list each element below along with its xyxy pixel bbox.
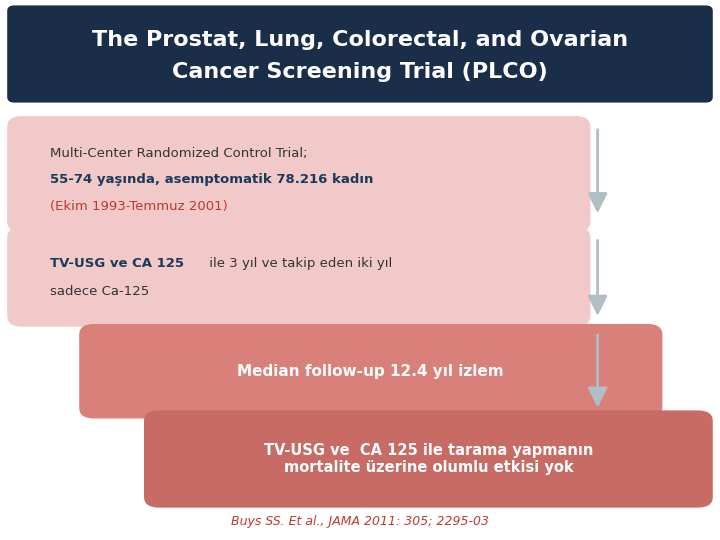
Text: Cancer Screening Trial (PLCO): Cancer Screening Trial (PLCO)	[172, 62, 548, 82]
Text: Buys SS. Et al., JAMA 2011: 305; 2295-03: Buys SS. Et al., JAMA 2011: 305; 2295-03	[231, 515, 489, 528]
Text: Median follow-up 12.4 yıl izlem: Median follow-up 12.4 yıl izlem	[238, 364, 504, 379]
Text: 55-74 yaşında, asemptomatik 78.216 kadın: 55-74 yaşında, asemptomatik 78.216 kadın	[50, 173, 374, 186]
FancyBboxPatch shape	[144, 410, 713, 508]
Text: The Prostat, Lung, Colorectal, and Ovarian: The Prostat, Lung, Colorectal, and Ovari…	[92, 30, 628, 51]
FancyBboxPatch shape	[79, 324, 662, 418]
FancyBboxPatch shape	[7, 227, 590, 327]
Text: Multi-Center Randomized Control Trial;: Multi-Center Randomized Control Trial;	[50, 147, 308, 160]
FancyBboxPatch shape	[7, 5, 713, 103]
Text: sadece Ca-125: sadece Ca-125	[50, 285, 150, 298]
Text: TV-USG ve  CA 125 ile tarama yapmanın
mortalite üzerine olumlu etkisi yok: TV-USG ve CA 125 ile tarama yapmanın mor…	[264, 443, 593, 475]
Text: (Ekim 1993-Temmuz 2001): (Ekim 1993-Temmuz 2001)	[50, 200, 228, 213]
FancyBboxPatch shape	[7, 116, 590, 232]
Text: ile 3 yıl ve takip eden iki yıl: ile 3 yıl ve takip eden iki yıl	[205, 256, 392, 269]
Text: TV-USG ve CA 125: TV-USG ve CA 125	[50, 256, 184, 269]
